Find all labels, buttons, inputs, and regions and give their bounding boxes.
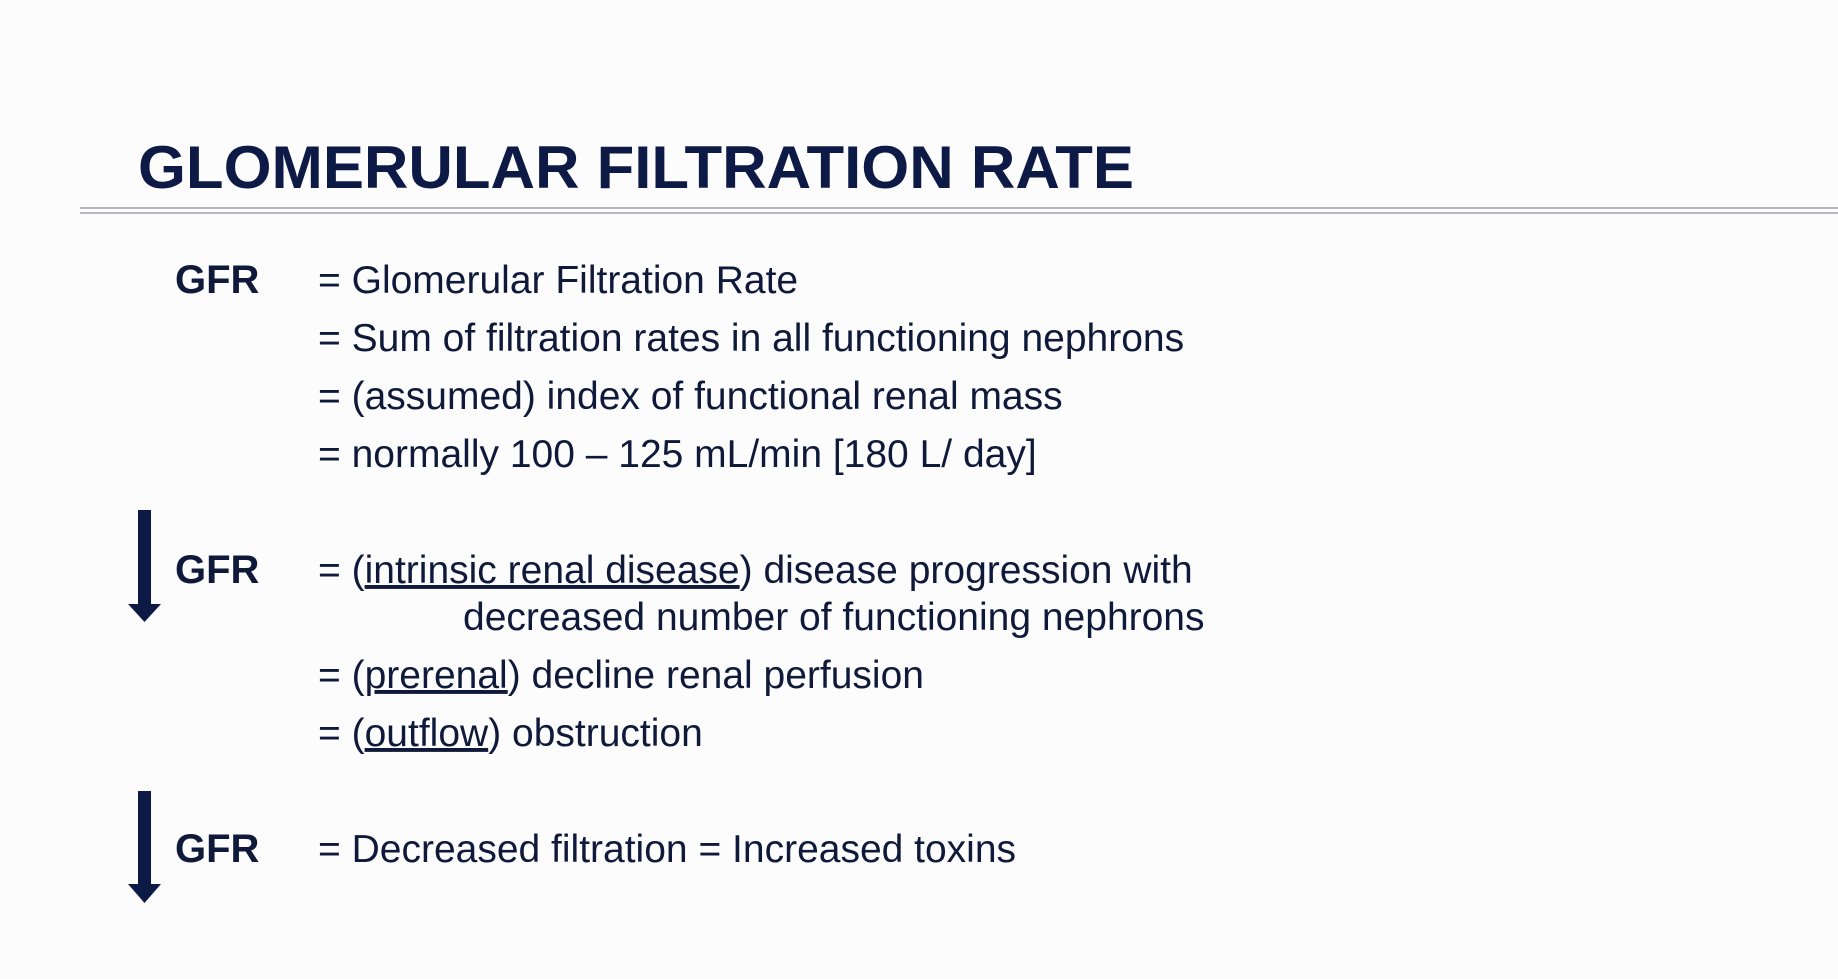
text-part: = (: [318, 654, 365, 697]
definition-line: = (intrinsic renal disease) disease prog…: [318, 549, 1193, 592]
text-part: ) obstruction: [488, 712, 703, 755]
definition-line: = Decreased filtration = Increased toxin…: [318, 828, 1016, 871]
definition-line: = normally 100 – 125 mL/min [180 L/ day]: [318, 433, 1037, 476]
definition-line: = (assumed) index of functional renal ma…: [318, 375, 1063, 418]
definition-line: = Glomerular Filtration Rate: [318, 259, 798, 302]
definition-line: = (outflow) obstruction: [318, 712, 703, 755]
down-arrow: [128, 791, 161, 903]
text-part: ) disease progression with: [740, 549, 1193, 592]
underlined-text: intrinsic renal disease: [365, 549, 740, 592]
underlined-text: outflow: [365, 712, 489, 755]
text-part: = (: [318, 712, 365, 755]
term: GFR: [175, 548, 260, 592]
text-part: ) decline renal perfusion: [508, 654, 924, 697]
underlined-text: prerenal: [365, 654, 508, 697]
down-arrow: [128, 510, 161, 622]
slide-title: GLOMERULAR FILTRATION RATE: [138, 134, 1134, 201]
term: GFR: [175, 827, 260, 871]
definition-line: decreased number of functioning nephrons: [463, 596, 1205, 639]
term: GFR: [175, 258, 260, 302]
definition-line: = (prerenal) decline renal perfusion: [318, 654, 924, 697]
definition-line: = Sum of filtration rates in all functio…: [318, 317, 1184, 360]
text-part: = (: [318, 549, 365, 592]
